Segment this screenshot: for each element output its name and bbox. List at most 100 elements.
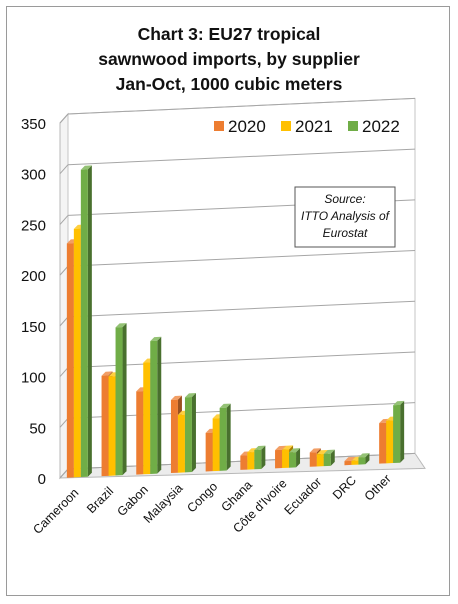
chart-title-line-2: sawnwood imports, by supplier	[98, 49, 360, 69]
bar-top	[358, 453, 370, 458]
gridline	[67, 250, 416, 267]
bar-side	[330, 449, 335, 466]
bar-front	[254, 449, 262, 470]
x-tick-label: Brazil	[84, 484, 116, 516]
bar-side	[261, 445, 266, 469]
y-tick-label: 0	[38, 471, 46, 488]
bar-front	[205, 432, 213, 472]
bar-side	[87, 165, 92, 477]
gridline-side	[59, 367, 69, 377]
bar-top	[150, 336, 162, 342]
bar-top	[254, 445, 266, 450]
legend-swatch	[348, 121, 358, 131]
chart-title: Chart 3: EU27 tropical sawnwood imports,…	[0, 22, 458, 97]
bar-top	[323, 449, 335, 454]
gridline-side	[59, 164, 69, 175]
bar-front	[177, 414, 185, 473]
source-annotation: Source: ITTO Analysis of Eurostat	[294, 186, 396, 248]
bar-side	[226, 403, 231, 471]
bar-front	[282, 449, 290, 469]
bar-top	[101, 371, 113, 376]
y-tick-label: 350	[21, 116, 46, 133]
bar-top	[170, 395, 182, 400]
bar-front	[108, 376, 116, 476]
bar-2022-Gabon	[150, 336, 162, 474]
legend-label: 2020	[228, 117, 266, 136]
gridline	[67, 300, 416, 318]
bar-front	[170, 399, 178, 474]
y-tick-label: 300	[21, 167, 46, 184]
bar-front	[73, 228, 81, 478]
source-line: Source:	[324, 192, 365, 206]
source-line: ITTO Analysis of	[301, 209, 391, 223]
bar-2022-DRC	[358, 453, 370, 465]
y-tick-label: 50	[29, 420, 46, 437]
bar-front	[184, 397, 192, 473]
bar-front	[386, 420, 394, 464]
bar-top	[309, 448, 321, 453]
bar-front	[275, 449, 283, 469]
gridline-side	[59, 265, 69, 276]
x-tick-label: Cameroon	[30, 486, 81, 537]
bar-front	[240, 455, 248, 470]
bar-2022-Malaysia	[184, 393, 196, 473]
bar-side	[191, 393, 196, 473]
bar-side	[157, 336, 162, 474]
y-axis-ticks: 0 50 100 150 200 250 300 350	[21, 116, 46, 488]
gridline-side	[59, 417, 69, 428]
chart-title-line-1: Chart 3: EU27 tropical	[137, 24, 321, 44]
bar-front	[344, 460, 352, 466]
x-tick-label: DRC	[330, 473, 359, 502]
bar-2022-Ecuador	[323, 449, 335, 467]
y-tick-label: 200	[21, 268, 46, 285]
bar-top	[344, 456, 356, 462]
bar-2022-Ghana	[254, 445, 266, 470]
bar-front	[101, 375, 109, 477]
legend-swatch	[281, 121, 291, 131]
bar-top	[184, 393, 196, 398]
bar-front	[393, 404, 401, 464]
bar-front	[247, 452, 255, 470]
bar-top	[282, 445, 294, 450]
gridline	[67, 97, 416, 115]
legend: 2020 2021 2022	[214, 117, 400, 136]
bar-top	[275, 445, 287, 451]
legend-label: 2021	[295, 117, 333, 136]
bar-top	[316, 449, 328, 455]
bar-front	[150, 340, 158, 474]
source-line: Eurostat	[323, 226, 368, 240]
bar-front	[212, 418, 220, 472]
bar-top	[393, 400, 405, 406]
bar-2022-Côte d'Ivoire	[289, 448, 301, 468]
bar-front	[66, 243, 74, 478]
y-tick-label: 100	[21, 370, 46, 387]
bar-side	[365, 453, 370, 465]
x-tick-label: Other	[362, 472, 394, 504]
chart-title-line-3: Jan-Oct, 1000 cubic meters	[115, 74, 343, 94]
bar-front	[115, 327, 123, 476]
bar-side	[400, 400, 405, 463]
legend-label: 2022	[362, 117, 400, 136]
gridline-side	[59, 113, 69, 124]
bar-front	[351, 460, 359, 465]
x-tick-label: Ecuador	[282, 475, 325, 518]
bar-top	[115, 323, 127, 328]
legend-swatch	[214, 121, 224, 131]
y-tick-label: 150	[21, 319, 46, 336]
bars	[66, 165, 405, 478]
bar-2022-Other	[393, 400, 405, 464]
bar-top	[289, 448, 301, 453]
source-box	[294, 186, 396, 248]
bar-front	[379, 422, 387, 464]
bar-front	[358, 457, 366, 465]
bar-front	[136, 391, 144, 475]
x-tick-label: Congo	[184, 479, 220, 515]
bar-2022-Brazil	[115, 323, 127, 476]
bar-top	[80, 165, 92, 170]
gridline-side	[59, 215, 69, 225]
bar-front	[316, 453, 324, 467]
gridline	[67, 148, 416, 166]
bar-side	[296, 448, 301, 468]
x-tick-label: Malaysia	[141, 481, 186, 526]
